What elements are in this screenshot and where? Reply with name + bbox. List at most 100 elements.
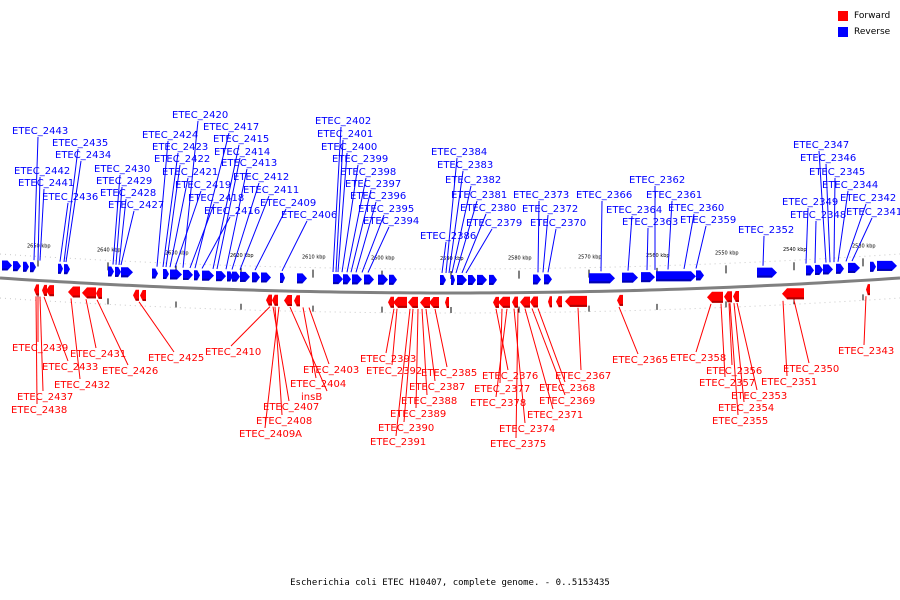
forward-gene-arrow — [96, 287, 102, 299]
forward-gene-arrow — [782, 288, 804, 300]
scale-label: 2550 kbp — [715, 250, 739, 256]
reverse-gene-label: ETEC_2394 — [363, 216, 419, 227]
leader-line — [182, 120, 199, 268]
reverse-gene-arrow — [261, 272, 271, 283]
reverse-gene-label: ETEC_2344 — [822, 180, 878, 191]
scale-label: 2590 kbp — [440, 256, 464, 262]
reverse-gene-label: ETEC_2379 — [466, 218, 522, 229]
reverse-gene-arrow-shade — [183, 277, 189, 280]
forward-gene-label: ETEC_2437 — [17, 392, 73, 403]
reverse-gene-arrow-shade — [870, 269, 874, 272]
forward-gene-label: ETEC_2354 — [718, 403, 774, 414]
leader-line — [391, 308, 398, 366]
leader-line — [421, 308, 428, 396]
leader-line — [434, 308, 448, 368]
reverse-gene-label: ETEC_2384 — [431, 147, 487, 158]
forward-gene-arrow-shade — [727, 300, 732, 303]
reverse-gene-arrow — [333, 274, 343, 285]
leader-line — [341, 164, 359, 273]
leader-line — [335, 139, 344, 273]
reverse-gene-label: ETEC_2442 — [14, 166, 70, 177]
leader-line — [851, 217, 873, 262]
reverse-gene-label: ETEC_2383 — [437, 160, 493, 171]
leader-line — [577, 307, 582, 371]
reverse-gene-label: ETEC_2396 — [350, 191, 406, 202]
forward-gene-arrow — [133, 289, 139, 301]
forward-gene-arrow — [388, 296, 394, 308]
forward-gene-label: ETEC_2407 — [263, 402, 319, 413]
reverse-gene-arrow-shade — [352, 282, 358, 285]
leader-line — [837, 190, 849, 262]
reverse-gene-arrow-shade — [64, 272, 68, 275]
reverse-gene-label: ETEC_2380 — [460, 203, 516, 214]
forward-gene-arrow-shade — [287, 304, 292, 307]
leader-line — [308, 307, 330, 365]
forward-gene-label: ETEC_2432 — [54, 380, 110, 391]
forward-gene-label: ETEC_2433 — [42, 362, 98, 373]
reverse-gene-arrow — [622, 272, 638, 283]
reverse-gene-arrow — [121, 267, 133, 278]
scale-label: 2640 kbp — [97, 247, 121, 253]
forward-gene-label: ETEC_2389 — [390, 409, 446, 420]
leader-line — [537, 308, 566, 383]
forward-gene-label: insB — [301, 392, 322, 403]
forward-gene-arrow-shade — [570, 304, 587, 307]
reverse-gene-label: ETEC_2420 — [172, 110, 228, 121]
reverse-gene-arrow-shade — [216, 279, 222, 282]
leader-line — [461, 213, 487, 274]
forward-gene-arrow — [733, 290, 739, 302]
forward-gene-arrow — [420, 296, 430, 308]
leader-line — [96, 299, 129, 366]
reverse-gene-arrow-shade — [836, 271, 841, 274]
reverse-gene-arrow — [870, 261, 876, 272]
forward-gene-arrow-shade — [36, 293, 39, 296]
forward-gene-arrow — [548, 296, 552, 308]
leader-line — [43, 296, 69, 362]
leader-line — [39, 188, 45, 261]
reverse-gene-arrow-shade — [23, 269, 27, 272]
forward-gene-label: ETEC_2350 — [783, 364, 839, 375]
forward-gene-arrow — [68, 286, 80, 298]
leader-line — [194, 132, 230, 269]
leader-line — [216, 157, 241, 270]
reverse-gene-arrow — [489, 274, 497, 285]
reverse-gene-arrow — [848, 262, 860, 273]
leader-line — [403, 308, 414, 423]
forward-gene-label: ETEC_2356 — [706, 366, 762, 377]
reverse-gene-arrow — [389, 274, 397, 285]
reverse-gene-label: ETEC_2443 — [12, 126, 68, 137]
leader-line — [833, 177, 836, 263]
reverse-gene-arrow-shade — [252, 280, 257, 283]
reverse-gene-arrow-shade — [227, 279, 231, 282]
reverse-gene-arrow-shade — [170, 277, 177, 280]
leader-line — [39, 296, 44, 392]
leader-line — [65, 160, 82, 263]
reverse-gene-arrow-shade — [806, 273, 811, 276]
reverse-gene-label: ETEC_2422 — [154, 154, 210, 165]
reverse-gene-label: ETEC_2414 — [214, 147, 270, 158]
leader-line — [695, 225, 707, 269]
leader-line — [189, 203, 215, 269]
forward-gene-arrow — [617, 294, 623, 306]
reverse-gene-arrow-shade — [641, 280, 650, 283]
forward-gene-arrow — [493, 296, 499, 308]
forward-gene-arrow — [866, 284, 870, 296]
forward-gene-arrow-shade — [44, 293, 47, 296]
leader-line — [425, 308, 436, 382]
forward-gene-label: ETEC_2439 — [12, 343, 68, 354]
forward-gene-arrow — [445, 296, 449, 308]
leader-line — [162, 152, 179, 267]
reverse-gene-arrow — [280, 272, 285, 283]
forward-gene-arrow — [530, 296, 538, 308]
forward-gene-arrow — [42, 284, 47, 296]
legend-item-forward: Forward — [838, 8, 900, 24]
reverse-gene-arrow-shade — [477, 282, 483, 285]
reverse-gene-arrow — [641, 272, 655, 283]
forward-gene-arrow-shade — [296, 304, 300, 307]
scale-label: 2600 kbp — [371, 256, 395, 262]
reverse-gene-label: ETEC_2395 — [358, 204, 414, 215]
reverse-gene-arrow-shade — [202, 278, 209, 281]
reverse-gene-label: ETEC_2349 — [782, 197, 838, 208]
reverse-gene-arrow-shade — [343, 282, 348, 285]
lower-guide — [0, 297, 900, 314]
